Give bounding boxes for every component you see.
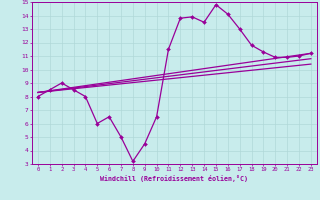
X-axis label: Windchill (Refroidissement éolien,°C): Windchill (Refroidissement éolien,°C) — [100, 175, 248, 182]
